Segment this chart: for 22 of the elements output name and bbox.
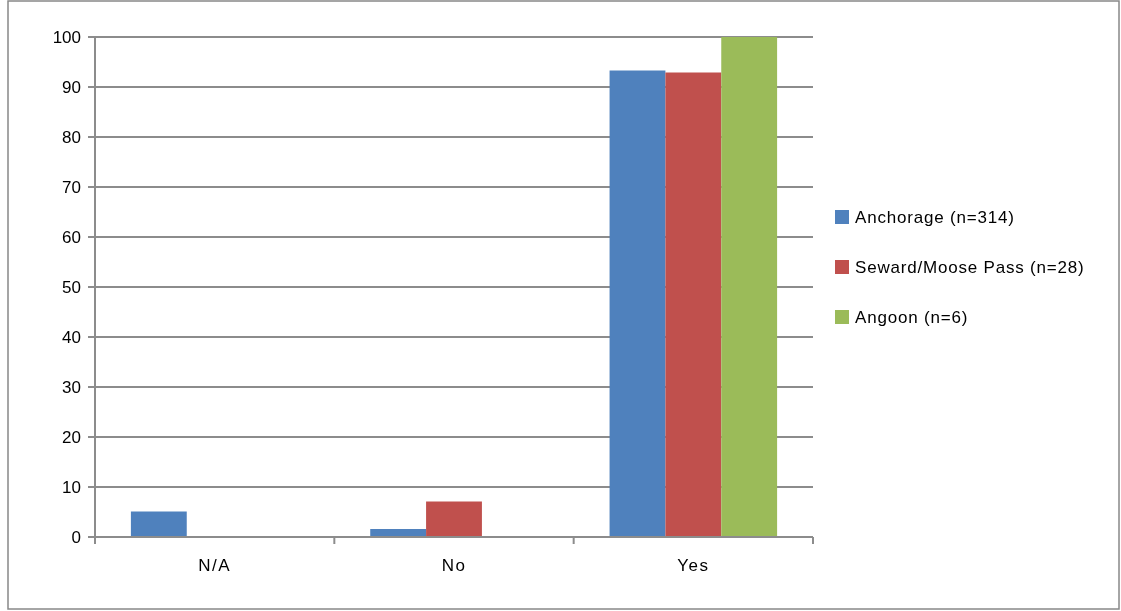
y-tick-label: 30 — [62, 377, 81, 397]
y-tick-label: 100 — [52, 27, 81, 47]
y-tick-label: 20 — [62, 427, 81, 447]
y-tick-label: 0 — [71, 527, 81, 547]
legend-label: Angoon (n=6) — [855, 307, 969, 327]
legend-label: Anchorage (n=314) — [855, 207, 1015, 227]
bar — [426, 501, 482, 537]
bar — [130, 511, 187, 537]
y-tick-label: 80 — [62, 127, 81, 147]
legend-label: Seward/Moose Pass (n=28) — [855, 257, 1085, 277]
y-tick-label: 60 — [62, 227, 81, 247]
y-tick-label: 70 — [62, 177, 81, 197]
x-tick-label: No — [441, 556, 467, 575]
bar — [721, 37, 778, 537]
y-tick-label: 90 — [62, 77, 81, 97]
y-tick-label: 10 — [62, 477, 81, 497]
bar — [609, 70, 666, 537]
x-tick-label: Yes — [677, 556, 710, 575]
y-tick-label: 40 — [62, 327, 81, 347]
bar — [665, 72, 722, 537]
x-tick-label: N/A — [198, 556, 232, 575]
y-tick-label: 50 — [62, 277, 81, 297]
